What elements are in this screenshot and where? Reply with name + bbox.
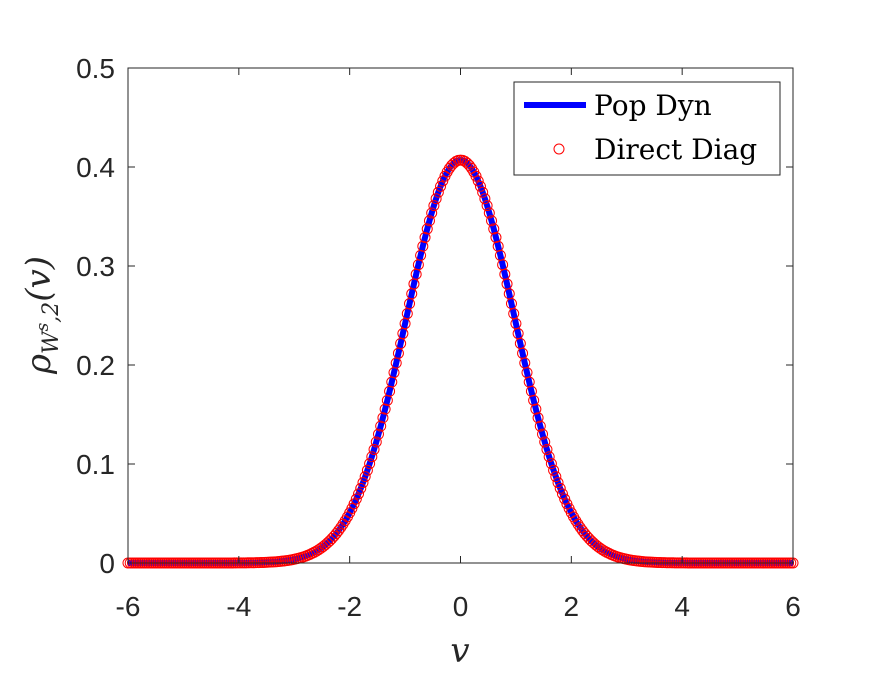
y-tick-label: 0.3 [76, 251, 115, 282]
x-tick-label: 4 [674, 591, 690, 622]
data-point [364, 458, 376, 470]
legend-box [513, 81, 781, 176]
y-axis-label: ρWs,2(v) [19, 256, 64, 375]
data-point [328, 530, 340, 542]
data-point [435, 180, 447, 192]
data-point [348, 498, 360, 510]
data-point [366, 451, 378, 463]
data-point [359, 471, 371, 483]
data-point [428, 200, 440, 212]
series-markers-1 [122, 154, 799, 569]
x-tick-label: -6 [116, 591, 141, 622]
data-point [583, 533, 595, 545]
data-point [488, 223, 500, 235]
data-point [350, 493, 362, 505]
x-tick-label: -2 [337, 591, 362, 622]
data-point [322, 537, 333, 549]
data-point [357, 477, 369, 489]
x-tick-label: 0 [453, 591, 469, 622]
x-tick-label: -4 [226, 591, 251, 622]
y-tick-label: 0.1 [76, 449, 115, 480]
data-point [550, 471, 562, 483]
y-axis-label-sub-main: W [39, 329, 64, 354]
data-point [419, 231, 431, 243]
data-point [432, 186, 444, 198]
data-point [437, 175, 449, 187]
data-point [353, 488, 365, 500]
data-point [559, 493, 571, 505]
data-point [417, 240, 429, 252]
data-point [552, 477, 564, 489]
data-point [372, 428, 384, 440]
data-point [361, 464, 373, 476]
legend-label: Direct Diag [594, 133, 757, 166]
data-point [534, 420, 546, 432]
series-line-0 [126, 157, 795, 566]
x-axis-label: v [450, 631, 469, 671]
data-point [486, 215, 498, 227]
data-point [423, 215, 435, 227]
data-point [539, 436, 551, 448]
y-tick-label: 0.4 [76, 152, 115, 183]
data-point [541, 444, 553, 455]
y-axis-label-arg: (v) [19, 256, 59, 302]
data-point [474, 180, 486, 192]
legend-label: Pop Dyn [594, 89, 712, 122]
data-point [430, 193, 442, 205]
data-point [472, 175, 484, 187]
data-point [479, 193, 491, 205]
axes: -6 -4 -2 0 2 4 6 0 0.1 0.2 0.3 0.4 0.5 v ρWs,2(v) [19, 53, 801, 671]
data-point [483, 207, 495, 219]
data-point [554, 482, 566, 494]
y-axis-label-sub-tail: ,2 [39, 302, 64, 323]
data-point [379, 403, 391, 415]
data-point [481, 200, 493, 212]
y-tick-label: 0 [99, 548, 115, 579]
y-tick-label: 0.5 [76, 53, 115, 84]
data-point [375, 420, 387, 432]
y-tick-label: 0.2 [76, 350, 115, 381]
data-point [576, 525, 588, 537]
x-tick-label: 2 [564, 591, 580, 622]
x-tick-label: 6 [785, 591, 801, 622]
data-point [532, 412, 544, 424]
data-point [490, 231, 502, 243]
data-point [470, 170, 482, 182]
data-point [556, 488, 568, 500]
data-point [548, 464, 560, 476]
data-point [537, 428, 549, 440]
data-point [530, 403, 542, 415]
data-point [477, 186, 489, 198]
data-point [426, 207, 438, 219]
y-axis-label-base: ρ [19, 354, 59, 375]
data-point [370, 436, 382, 448]
y-axis-label-sub-sup: s [33, 322, 53, 331]
data-point [421, 223, 433, 235]
data-point [377, 412, 389, 424]
data-point [543, 451, 555, 463]
data-point [545, 458, 557, 470]
legend: Pop Dyn Direct Diag [513, 81, 781, 176]
data-point [368, 444, 380, 455]
plot-area [122, 154, 799, 569]
legend-swatch-marker [553, 143, 565, 155]
data-point [355, 482, 367, 494]
data-point [528, 394, 540, 406]
